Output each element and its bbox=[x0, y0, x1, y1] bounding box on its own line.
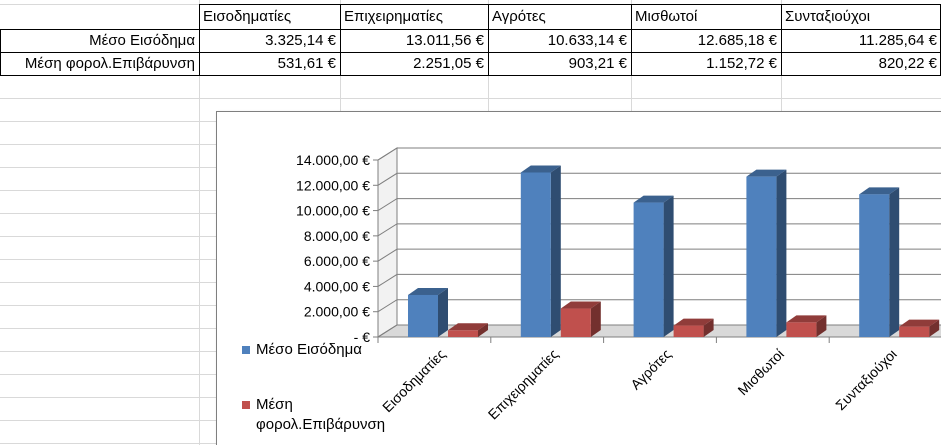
y-tick-label: - € bbox=[354, 329, 371, 345]
y-tick-label: 2.000,00 € bbox=[304, 304, 370, 320]
y-tick-label: 12.000,00 € bbox=[296, 177, 370, 193]
legend-label: Μέση bbox=[256, 396, 293, 413]
bar-series-1-side bbox=[550, 165, 561, 337]
legend-label: Μέσο Εισόδημα bbox=[256, 341, 362, 358]
legend-label: φορολ.Επιβάρυνση bbox=[256, 416, 385, 433]
y-tick-label: 4.000,00 € bbox=[304, 278, 370, 294]
row-label-cell[interactable]: Μέση φορολ.Επιβάρυνση bbox=[24, 55, 195, 72]
bar-series-1-top bbox=[520, 165, 561, 173]
legend-swatch bbox=[242, 401, 250, 409]
y-tick-label: 8.000,00 € bbox=[304, 228, 370, 244]
gridline bbox=[0, 98, 941, 99]
table-border bbox=[0, 29, 1, 76]
y-tick-label: 14.000,00 € bbox=[296, 152, 370, 168]
bar-series-1-top bbox=[746, 169, 787, 177]
chart-side-wall bbox=[377, 147, 398, 338]
bar-series-2 bbox=[786, 322, 817, 337]
bar-series-1-top bbox=[859, 187, 900, 195]
value-cell[interactable]: 1.152,72 € bbox=[706, 55, 777, 72]
bar-series-2-top bbox=[560, 301, 601, 309]
x-tick-label: Επιχειρηματίες bbox=[485, 346, 562, 423]
bar-series-1 bbox=[633, 202, 664, 337]
bar-series-1-top bbox=[408, 287, 448, 295]
bar-series-1 bbox=[408, 294, 438, 337]
bar-series-2 bbox=[673, 325, 704, 337]
x-tick-label: Εισοδηματίες bbox=[379, 346, 449, 416]
bar-series-2-side bbox=[703, 318, 714, 337]
bar-series-2-top bbox=[899, 319, 940, 327]
chart-object[interactable]: - € 2.000,00 € 4.000,00 € 6.000,00 € 8.000,0… bbox=[216, 111, 941, 445]
table-border bbox=[199, 4, 200, 76]
table-border bbox=[488, 4, 489, 76]
table-border bbox=[340, 4, 341, 76]
table-border bbox=[0, 29, 941, 30]
bar-series-1-top bbox=[633, 195, 674, 203]
bar-series-2-side bbox=[478, 323, 488, 337]
table-border bbox=[781, 4, 782, 76]
bar-series-1 bbox=[520, 172, 551, 337]
bar-series-2-side bbox=[816, 315, 827, 337]
table-border bbox=[199, 4, 941, 5]
value-cell[interactable]: 2.251,05 € bbox=[413, 55, 484, 72]
gridline bbox=[377, 147, 941, 161]
bar-series-2-side bbox=[590, 301, 601, 337]
bar-series-1-side bbox=[663, 195, 674, 337]
bar-series-1-side bbox=[438, 287, 448, 337]
value-cell[interactable]: 903,21 € bbox=[568, 55, 627, 72]
bar-series-2-side bbox=[929, 319, 940, 337]
column-header-cell[interactable]: Συνταξιούχοι bbox=[785, 8, 871, 25]
legend-swatch bbox=[242, 346, 250, 354]
table-border bbox=[0, 75, 941, 76]
bar-series-2-top bbox=[786, 315, 827, 323]
x-tick-label: Αγρότες bbox=[627, 346, 674, 393]
value-cell[interactable]: 11.285,64 € bbox=[858, 32, 937, 49]
bar-chart-3d: - € 2.000,00 € 4.000,00 € 6.000,00 € 8.000,0… bbox=[242, 147, 941, 433]
gridline bbox=[199, 0, 200, 445]
table-border bbox=[631, 4, 632, 76]
column-header-cell[interactable]: Μισθωτοί bbox=[635, 8, 698, 25]
column-header-cell[interactable]: Εισοδηματίες bbox=[203, 8, 292, 25]
bar-series-1-side bbox=[776, 169, 787, 337]
bar-series-1 bbox=[859, 194, 890, 337]
y-tick-label: 6.000,00 € bbox=[304, 253, 370, 269]
value-cell[interactable]: 13.011,56 € bbox=[405, 32, 484, 49]
bar-series-2 bbox=[448, 330, 478, 337]
y-tick-label: 10.000,00 € bbox=[296, 203, 370, 219]
bar-series-2 bbox=[899, 326, 930, 337]
bar-series-2-top bbox=[673, 318, 714, 326]
table-border bbox=[0, 52, 941, 53]
bar-series-1 bbox=[746, 176, 777, 337]
value-cell[interactable]: 3.325,14 € bbox=[265, 32, 336, 49]
value-cell[interactable]: 820,22 € bbox=[878, 55, 937, 72]
row-label-cell[interactable]: Μέσο Εισόδημα bbox=[89, 32, 195, 49]
x-tick-label: Μισθωτοί bbox=[734, 346, 786, 398]
value-cell[interactable]: 12.685,18 € bbox=[697, 32, 777, 49]
bar-series-2-top bbox=[448, 323, 488, 331]
x-tick-label: Συνταξιούχοι bbox=[832, 346, 899, 413]
value-cell[interactable]: 531,61 € bbox=[277, 55, 336, 72]
bar-series-1-side bbox=[889, 187, 900, 337]
value-cell[interactable]: 10.633,14 € bbox=[547, 32, 627, 49]
bar-series-2 bbox=[560, 308, 591, 337]
column-header-cell[interactable]: Αγρότες bbox=[492, 8, 546, 25]
column-header-cell[interactable]: Επιχειρηματίες bbox=[344, 8, 443, 25]
